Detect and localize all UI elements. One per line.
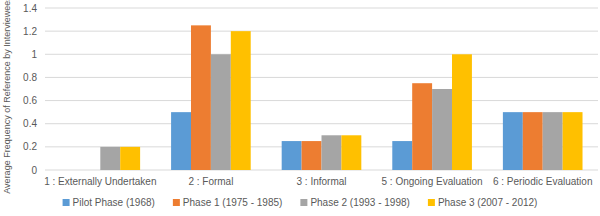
legend-label: Phase 1 (1975 - 1985)	[183, 197, 283, 208]
bar	[322, 135, 342, 170]
y-tick-label: 0.6	[23, 95, 37, 106]
bar	[563, 112, 583, 170]
x-tick-label: 1 : Externally Undertaken	[44, 176, 156, 187]
bar	[211, 54, 231, 170]
bar	[231, 31, 251, 170]
x-tick-label: 3 : Informal	[296, 176, 346, 187]
bar	[282, 141, 302, 170]
bar	[302, 141, 322, 170]
legend-swatch	[63, 199, 70, 206]
legend: Pilot Phase (1968) Phase 1 (1975 - 1985) P…	[63, 197, 538, 208]
legend-swatch	[428, 199, 435, 206]
bars	[100, 25, 582, 170]
legend-label: Phase 3 (2007 - 2012)	[438, 197, 538, 208]
bar	[120, 147, 140, 170]
legend-label: Phase 2 (1993 - 1998)	[310, 197, 410, 208]
y-tick-label: 1	[31, 49, 37, 60]
bar	[452, 54, 472, 170]
bar	[432, 89, 452, 170]
grid-line	[45, 8, 598, 9]
bar	[392, 141, 412, 170]
y-axis-label: Average Frequency of Reference by Interv…	[2, 0, 12, 194]
x-tick-label: 2 : Formal	[188, 176, 233, 187]
legend-label: Pilot Phase (1968)	[73, 197, 155, 208]
y-tick-label: 1.2	[23, 26, 37, 37]
bar	[171, 112, 191, 170]
bar	[523, 112, 543, 170]
y-tick-label: 1.4	[23, 3, 37, 14]
y-tick-label: 0.8	[23, 72, 37, 83]
legend-swatch	[173, 199, 180, 206]
bar	[543, 112, 563, 170]
y-tick-label: 0.4	[23, 118, 37, 129]
x-tick-label: 5 : Ongoing Evaluation	[382, 176, 483, 187]
legend-swatch	[300, 199, 307, 206]
grid-line	[45, 77, 598, 78]
bar	[503, 112, 523, 170]
grid-line	[45, 31, 598, 32]
bar	[80, 170, 100, 171]
bar	[412, 83, 432, 170]
x-tick-label: 6 : Periodic Evaluation	[493, 176, 593, 187]
bar	[60, 170, 80, 171]
grid-line	[45, 54, 598, 55]
y-tick-label: 0	[31, 165, 37, 176]
y-tick-label: 0.2	[23, 141, 37, 152]
bar	[100, 147, 120, 170]
bar	[191, 25, 211, 170]
grid-line	[45, 100, 598, 101]
chart: 0 0.2 0.4 0.6 0.8 1 1.2 1.4 Average Frequency of…	[0, 0, 600, 216]
bar	[341, 135, 361, 170]
